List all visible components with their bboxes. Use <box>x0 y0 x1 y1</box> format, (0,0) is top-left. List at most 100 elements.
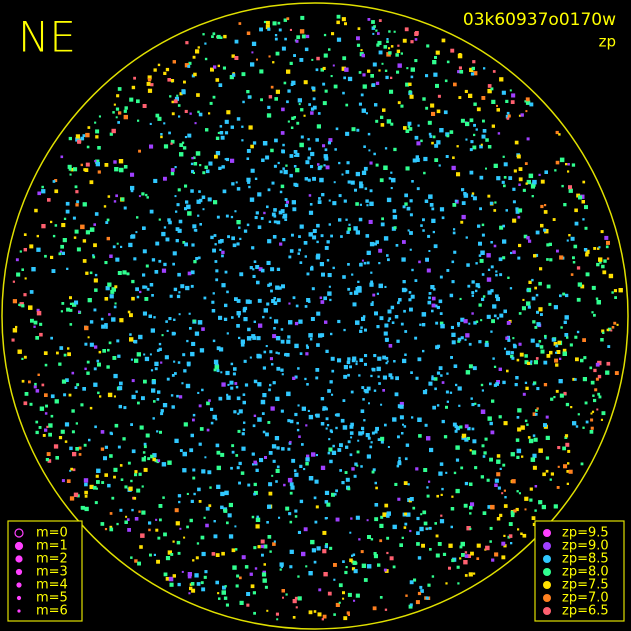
star <box>344 67 349 72</box>
star <box>84 342 88 346</box>
star <box>123 206 127 210</box>
star <box>427 583 431 587</box>
star <box>325 417 329 421</box>
star <box>313 560 317 564</box>
star <box>139 545 143 549</box>
star <box>356 128 360 132</box>
star <box>372 32 375 35</box>
star <box>370 271 373 274</box>
star <box>157 459 161 463</box>
star <box>227 235 230 239</box>
star <box>361 170 367 175</box>
star <box>595 362 600 367</box>
star <box>131 394 136 400</box>
star <box>387 446 390 448</box>
star <box>268 220 272 223</box>
star <box>253 492 256 496</box>
star <box>306 454 310 458</box>
star <box>262 430 266 434</box>
star <box>60 244 64 249</box>
star <box>200 581 204 585</box>
star <box>468 364 473 369</box>
star <box>205 169 210 174</box>
star <box>304 47 309 52</box>
star <box>278 28 282 32</box>
star <box>173 99 178 104</box>
star <box>316 240 319 244</box>
star <box>189 327 192 330</box>
star <box>144 285 148 289</box>
star <box>252 424 256 428</box>
star <box>230 215 234 219</box>
star <box>367 132 371 136</box>
star <box>165 237 170 242</box>
star <box>168 220 172 225</box>
star <box>370 538 374 541</box>
star <box>157 63 161 67</box>
star <box>21 379 25 383</box>
star <box>618 288 623 293</box>
star <box>16 272 21 277</box>
star <box>479 144 483 149</box>
star <box>221 551 225 556</box>
star <box>490 265 494 269</box>
star <box>501 90 506 95</box>
star <box>428 292 432 295</box>
star <box>294 375 298 379</box>
star <box>315 255 320 260</box>
star <box>372 293 376 297</box>
star <box>572 421 577 426</box>
star <box>167 550 172 555</box>
star <box>584 205 588 210</box>
star <box>386 360 389 363</box>
star <box>431 296 436 301</box>
star <box>572 261 576 264</box>
star <box>397 435 400 439</box>
star <box>113 160 117 164</box>
star <box>323 154 328 159</box>
star <box>373 552 377 556</box>
star <box>436 371 441 375</box>
star <box>115 194 118 198</box>
star <box>141 396 145 401</box>
star <box>138 195 141 198</box>
star <box>86 145 90 149</box>
star <box>378 283 383 289</box>
star <box>493 209 497 212</box>
star <box>375 29 378 32</box>
star <box>349 365 352 369</box>
star <box>423 171 426 175</box>
star <box>83 478 89 483</box>
star <box>606 361 611 366</box>
star <box>228 502 233 508</box>
star <box>512 200 516 204</box>
star <box>524 354 528 358</box>
star <box>534 485 538 488</box>
star <box>616 323 619 326</box>
star <box>490 289 494 293</box>
star <box>133 339 138 344</box>
star <box>179 143 184 147</box>
star <box>262 141 268 146</box>
star <box>453 250 457 254</box>
star <box>119 508 123 512</box>
star <box>28 305 33 310</box>
star <box>400 322 404 326</box>
star <box>474 466 478 470</box>
star <box>314 520 318 524</box>
star <box>216 369 220 373</box>
star <box>363 261 367 265</box>
star <box>98 115 101 118</box>
star <box>316 223 320 228</box>
star <box>23 401 28 406</box>
star <box>93 243 97 248</box>
star <box>107 195 111 198</box>
star <box>311 452 316 457</box>
star <box>420 589 424 593</box>
star <box>130 358 133 361</box>
star <box>262 366 266 370</box>
star <box>238 22 242 25</box>
star <box>517 427 522 432</box>
star <box>577 413 580 416</box>
